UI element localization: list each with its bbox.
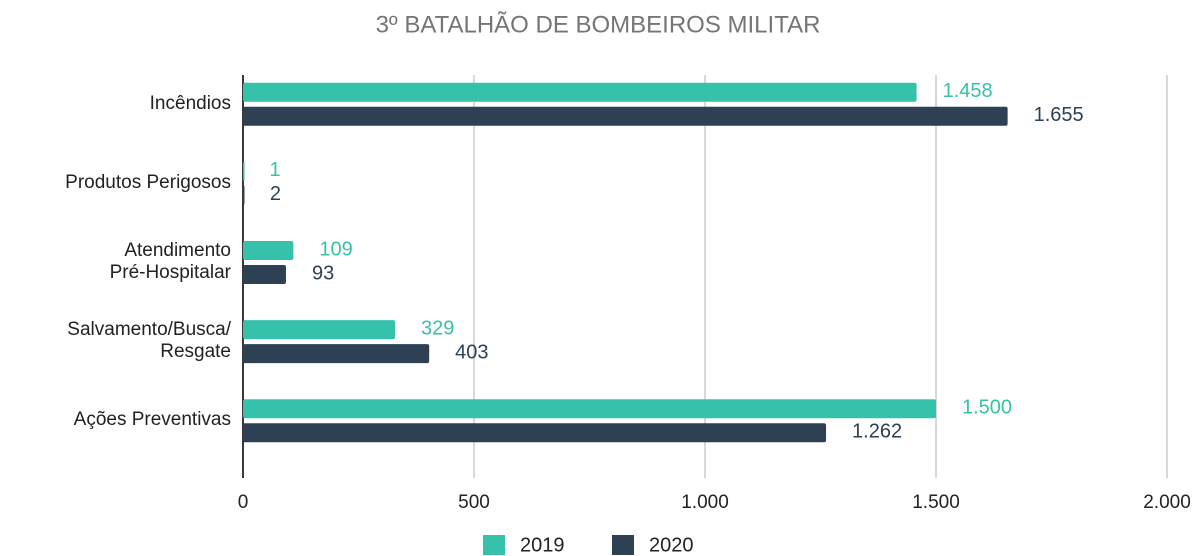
y-tick-label-line: Salvamento/Busca/ bbox=[67, 319, 231, 340]
data-label: 109 bbox=[319, 238, 352, 260]
bar bbox=[243, 82, 917, 102]
bar bbox=[243, 399, 936, 419]
y-tick-label-line: Produtos Perigosos bbox=[65, 172, 231, 193]
chart-title: 3º BATALHÃO DE BOMBEIROS MILITAR bbox=[376, 11, 821, 38]
bar bbox=[243, 423, 827, 443]
y-tick-label: Produtos Perigosos bbox=[65, 172, 231, 193]
y-tick-label-line: Ações Preventivas bbox=[74, 409, 231, 430]
y-tick-label: Atendimento Pré-Hospitalar bbox=[110, 240, 232, 283]
x-tick-label: 1.000 bbox=[681, 492, 729, 513]
legend-label: 2019 bbox=[520, 534, 565, 556]
y-tick-label-line: Incêndios bbox=[150, 93, 231, 114]
bar bbox=[243, 106, 1008, 126]
bar bbox=[243, 344, 430, 364]
data-label: 1.655 bbox=[1034, 104, 1084, 126]
legend-label: 2020 bbox=[649, 534, 694, 556]
x-tick-label: 500 bbox=[458, 492, 490, 513]
bar bbox=[243, 185, 245, 205]
data-label: 2 bbox=[270, 183, 281, 205]
data-label: 403 bbox=[455, 341, 488, 363]
data-label: 329 bbox=[421, 317, 454, 339]
data-label: 1.500 bbox=[962, 396, 1012, 418]
x-tick-label: 0 bbox=[238, 492, 249, 513]
y-tick-label-line: Atendimento bbox=[124, 240, 231, 261]
y-tick-label-line: Pré-Hospitalar bbox=[110, 262, 232, 283]
y-tick-label: Salvamento/Busca/Resgate bbox=[67, 319, 231, 362]
bar bbox=[243, 161, 245, 181]
legend-swatch bbox=[612, 535, 634, 555]
y-tick-label-line: Resgate bbox=[160, 341, 231, 362]
y-tick-label: Ações Preventivas bbox=[74, 409, 231, 430]
bar bbox=[243, 265, 286, 284]
bar bbox=[243, 320, 395, 340]
data-label: 93 bbox=[312, 262, 334, 284]
data-label: 1.458 bbox=[943, 80, 993, 102]
data-label: 1.262 bbox=[852, 420, 902, 442]
bar bbox=[243, 241, 294, 260]
data-label: 1 bbox=[269, 159, 280, 181]
x-tick-label: 2.000 bbox=[1143, 492, 1191, 513]
y-tick-label: Incêndios bbox=[150, 93, 231, 114]
x-tick-label: 1.500 bbox=[912, 492, 960, 513]
legend-swatch bbox=[483, 535, 505, 555]
